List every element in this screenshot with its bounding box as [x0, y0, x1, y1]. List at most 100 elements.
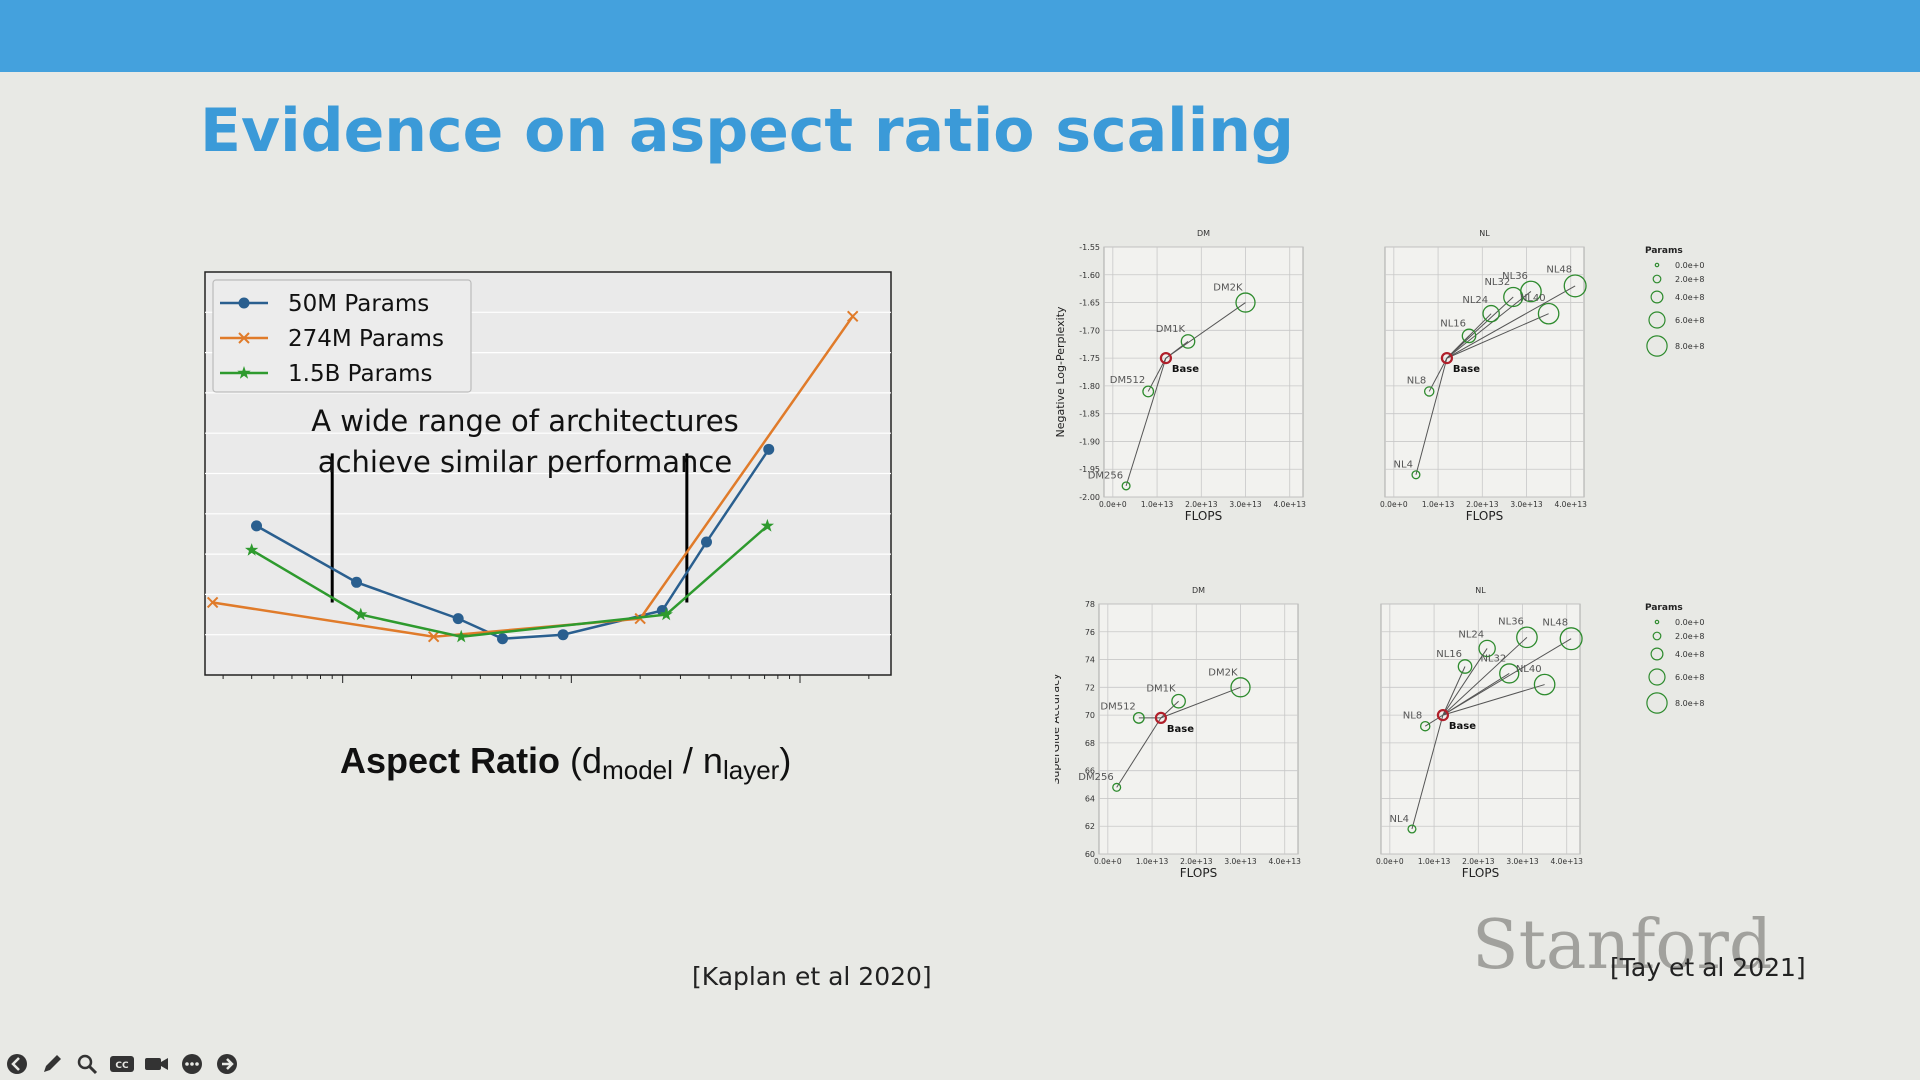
bubble-point [1171, 693, 1186, 709]
x-tick-label: 4.0e+13 [1551, 857, 1584, 866]
legend-label: 50M Params [288, 291, 429, 317]
bubble-point [1235, 292, 1256, 313]
point-label: DM256 [1088, 471, 1123, 482]
back-icon[interactable] [4, 1052, 29, 1076]
legend-label: 274M Params [288, 326, 444, 352]
more-icon[interactable] [179, 1052, 204, 1076]
x-tick-label: 0.0e+0 [1376, 857, 1404, 866]
zoom-icon[interactable] [74, 1052, 99, 1076]
params-legend-label: 2.0e+8 [1675, 632, 1704, 641]
y-axis-label: SuperGlue Accuracy [1055, 673, 1062, 785]
pen-icon[interactable] [39, 1052, 64, 1076]
params-legend-marker [1648, 668, 1666, 686]
x-tick-label: 4.0e+13 [1555, 500, 1588, 509]
base-label: Base [1449, 721, 1476, 732]
y-tick-label: 76 [1085, 628, 1095, 637]
x-tick-label: 1.0e+13 [1141, 500, 1174, 509]
bubble-point [1230, 677, 1251, 698]
data-point [760, 518, 774, 532]
point-label: DM1K [1156, 324, 1186, 335]
bubble-point [1563, 274, 1587, 298]
point-label: NL16 [1436, 649, 1462, 660]
y-axis-label: Negative Log-Perplexity [1055, 306, 1067, 438]
x-tick-label: 3.0e+13 [1229, 500, 1262, 509]
point-label: NL40 [1516, 664, 1542, 675]
connector-line [1147, 357, 1167, 392]
main-chart-xlabel: Aspect Ratio (dmodel / nlayer) [340, 740, 792, 785]
x-tick-label: 1.0e+13 [1422, 500, 1455, 509]
point-label: NL48 [1546, 265, 1572, 276]
xlabel-layer-sub: layer [722, 755, 780, 785]
connector-line [1165, 302, 1246, 359]
point-label: DM512 [1110, 375, 1145, 386]
point-label: NL36 [1498, 617, 1524, 628]
bubble-point [1419, 720, 1431, 732]
aspect-ratio-chart: 101102103A wide range of architecturesac… [204, 271, 892, 685]
panel-area [1103, 246, 1304, 498]
x-tick-label: 1.0e+13 [1418, 857, 1451, 866]
connector-line [1125, 357, 1167, 487]
x-tick-exponent: 3 [812, 682, 822, 685]
data-point [659, 607, 673, 621]
bubble-point [1478, 639, 1496, 658]
x-tick-label: 2.0e+13 [1180, 857, 1213, 866]
legend-marker [238, 297, 250, 309]
panel-area [1098, 603, 1299, 855]
camera-icon[interactable] [144, 1052, 169, 1076]
series-line [255, 448, 770, 640]
params-legend-label: 0.0e+0 [1675, 261, 1704, 270]
params-legend-label: 0.0e+0 [1675, 618, 1704, 627]
citation-kaplan: [Kaplan et al 2020] [692, 962, 932, 991]
connector-line [1446, 296, 1514, 359]
params-legend-label: 4.0e+8 [1675, 293, 1704, 302]
bubble-point [1461, 328, 1477, 344]
bubble-point [1142, 385, 1155, 398]
x-ticks [222, 675, 870, 683]
y-tick-label: 78 [1085, 600, 1095, 609]
connector-line [1442, 638, 1572, 716]
point-label: NL48 [1542, 618, 1568, 629]
y-tick-label: 64 [1085, 794, 1095, 803]
point-label: NL8 [1407, 376, 1426, 387]
point-label: NL32 [1484, 277, 1510, 288]
y-tick-label: -1.95 [1079, 465, 1100, 474]
data-point [846, 310, 859, 323]
legend-marker [237, 366, 251, 379]
y-tick-label: 70 [1085, 711, 1095, 720]
connector-line [1428, 357, 1448, 392]
slide-title: Evidence on aspect ratio scaling [200, 96, 1294, 166]
panel-title: NL [1479, 229, 1490, 238]
base-label: Base [1453, 364, 1480, 375]
presentation-toolbar: CC [4, 1052, 239, 1076]
params-legend-marker [1654, 262, 1660, 268]
data-point [251, 520, 263, 532]
point-label: NL24 [1462, 295, 1488, 306]
bubble-point [1112, 782, 1122, 792]
params-legend-label: 6.0e+8 [1675, 673, 1704, 682]
annotation-line: A wide range of architectures [311, 404, 739, 438]
connector-line [1442, 636, 1528, 716]
data-point [245, 543, 259, 556]
stanford-watermark: Stanford [1472, 906, 1773, 985]
x-tick-label: 4.0e+13 [1274, 500, 1307, 509]
legend-label: 1.5B Params [288, 361, 433, 387]
x-tick-label: 3.0e+13 [1510, 500, 1543, 509]
point-label: NL24 [1458, 630, 1484, 641]
x-tick-label: 0.0e+0 [1099, 500, 1127, 509]
params-legend-label: 6.0e+8 [1675, 316, 1704, 325]
captions-icon[interactable]: CC [109, 1052, 134, 1076]
point-label: DM256 [1078, 772, 1113, 783]
connector-line [1411, 714, 1444, 830]
params-legend-label: 8.0e+8 [1675, 342, 1704, 351]
bubble-point [1407, 824, 1417, 834]
x-axis-label: FLOPS [1462, 866, 1499, 880]
y-tick-label: -1.60 [1079, 271, 1100, 280]
y-tick-label: 62 [1085, 822, 1095, 831]
point-label: NL4 [1390, 814, 1409, 825]
data-point [557, 629, 569, 641]
data-point [452, 613, 464, 625]
bubble-point [1533, 673, 1556, 696]
params-legend-marker [1648, 311, 1666, 329]
params-legend-marker [1652, 631, 1662, 641]
forward-icon[interactable] [214, 1052, 239, 1076]
